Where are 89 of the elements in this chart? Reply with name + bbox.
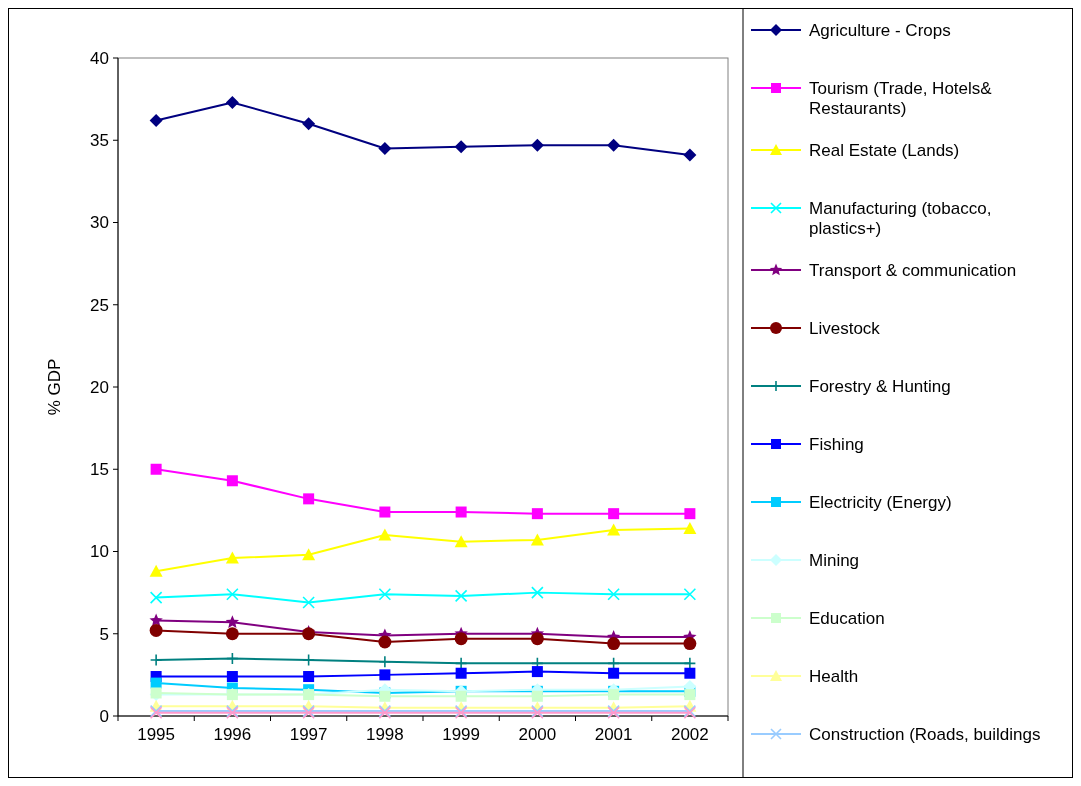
point xyxy=(379,506,391,518)
point xyxy=(454,589,468,603)
point xyxy=(684,508,696,520)
point xyxy=(149,114,163,128)
point xyxy=(150,463,162,475)
legend-label: Health xyxy=(809,666,859,686)
y-tick-label: 15 xyxy=(90,460,109,480)
x-tick-label: 1999 xyxy=(442,725,481,744)
legend-label: Tourism (Trade, Hotels& Restaurants) xyxy=(809,78,993,119)
x-tick-label: 1997 xyxy=(289,725,328,744)
point xyxy=(683,637,697,651)
x-tick-label: 1998 xyxy=(365,725,404,744)
point xyxy=(226,587,239,601)
point xyxy=(454,535,468,548)
point xyxy=(607,637,621,651)
point xyxy=(683,521,697,534)
point xyxy=(455,667,467,679)
point xyxy=(149,653,163,667)
point xyxy=(302,548,316,561)
y-tick-label: 30 xyxy=(90,213,109,233)
point xyxy=(531,666,543,678)
x-tick-label: 2001 xyxy=(594,725,633,744)
point xyxy=(379,669,391,681)
x-tick-label: 2002 xyxy=(670,725,709,744)
point xyxy=(378,587,392,601)
point xyxy=(530,632,544,646)
point xyxy=(149,564,163,577)
point xyxy=(683,657,697,670)
point xyxy=(530,533,544,546)
legend-label: Electricity (Energy) xyxy=(809,492,952,512)
point xyxy=(225,615,240,628)
point xyxy=(302,596,315,609)
point xyxy=(684,667,696,679)
point xyxy=(684,689,696,701)
x-tick-label: 1996 xyxy=(213,725,252,744)
point xyxy=(608,689,620,701)
legend-label: Agriculture - Crops xyxy=(809,20,951,40)
point xyxy=(531,586,544,599)
legend-label: Manufacturing (tobacco, plastics+) xyxy=(809,198,992,239)
point xyxy=(225,551,239,564)
point xyxy=(226,671,238,683)
y-axis-title: % GDP xyxy=(45,358,64,416)
point xyxy=(683,148,697,162)
point xyxy=(149,623,163,637)
point xyxy=(455,690,467,702)
y-tick-label: 10 xyxy=(90,542,109,562)
y-tick-label: 0 xyxy=(99,706,109,726)
point xyxy=(378,655,392,669)
y-tick-label: 40 xyxy=(90,48,109,68)
y-tick-label: 35 xyxy=(90,131,109,151)
point xyxy=(378,635,392,649)
point xyxy=(530,138,544,152)
legend-label: Fishing xyxy=(809,434,864,454)
point xyxy=(303,671,315,683)
legend-label: Real Estate (Lands) xyxy=(809,140,960,160)
point xyxy=(607,523,621,536)
point xyxy=(454,657,468,670)
point xyxy=(608,508,620,520)
legend-label: Mining xyxy=(809,550,860,570)
x-tick-label: 2000 xyxy=(518,725,557,744)
point xyxy=(607,587,620,601)
y-tick-label: 20 xyxy=(90,377,109,397)
point xyxy=(302,117,316,131)
point xyxy=(378,141,392,155)
point xyxy=(455,506,467,518)
point xyxy=(149,613,163,627)
x-tick-label: 1995 xyxy=(137,725,176,744)
point xyxy=(607,138,621,152)
point xyxy=(531,690,543,702)
point xyxy=(683,587,697,601)
point xyxy=(303,493,315,505)
legend-label: Transport & communication xyxy=(809,260,1017,280)
point xyxy=(531,508,543,520)
y-tick-label: 25 xyxy=(90,295,109,315)
point xyxy=(226,652,239,665)
legend-label: Forestry & Hunting xyxy=(809,376,951,396)
legend-label: Construction (Roads, buildings xyxy=(809,724,1041,744)
point xyxy=(225,95,239,109)
point xyxy=(302,653,315,667)
y-tick-label: 5 xyxy=(99,624,109,644)
point xyxy=(454,632,468,646)
point xyxy=(608,667,620,679)
point xyxy=(225,627,239,641)
point xyxy=(149,591,163,604)
point xyxy=(226,475,238,487)
legend-label: Education xyxy=(809,608,885,628)
legend-label: Livestock xyxy=(809,318,881,338)
point xyxy=(378,528,392,541)
point xyxy=(454,140,468,154)
